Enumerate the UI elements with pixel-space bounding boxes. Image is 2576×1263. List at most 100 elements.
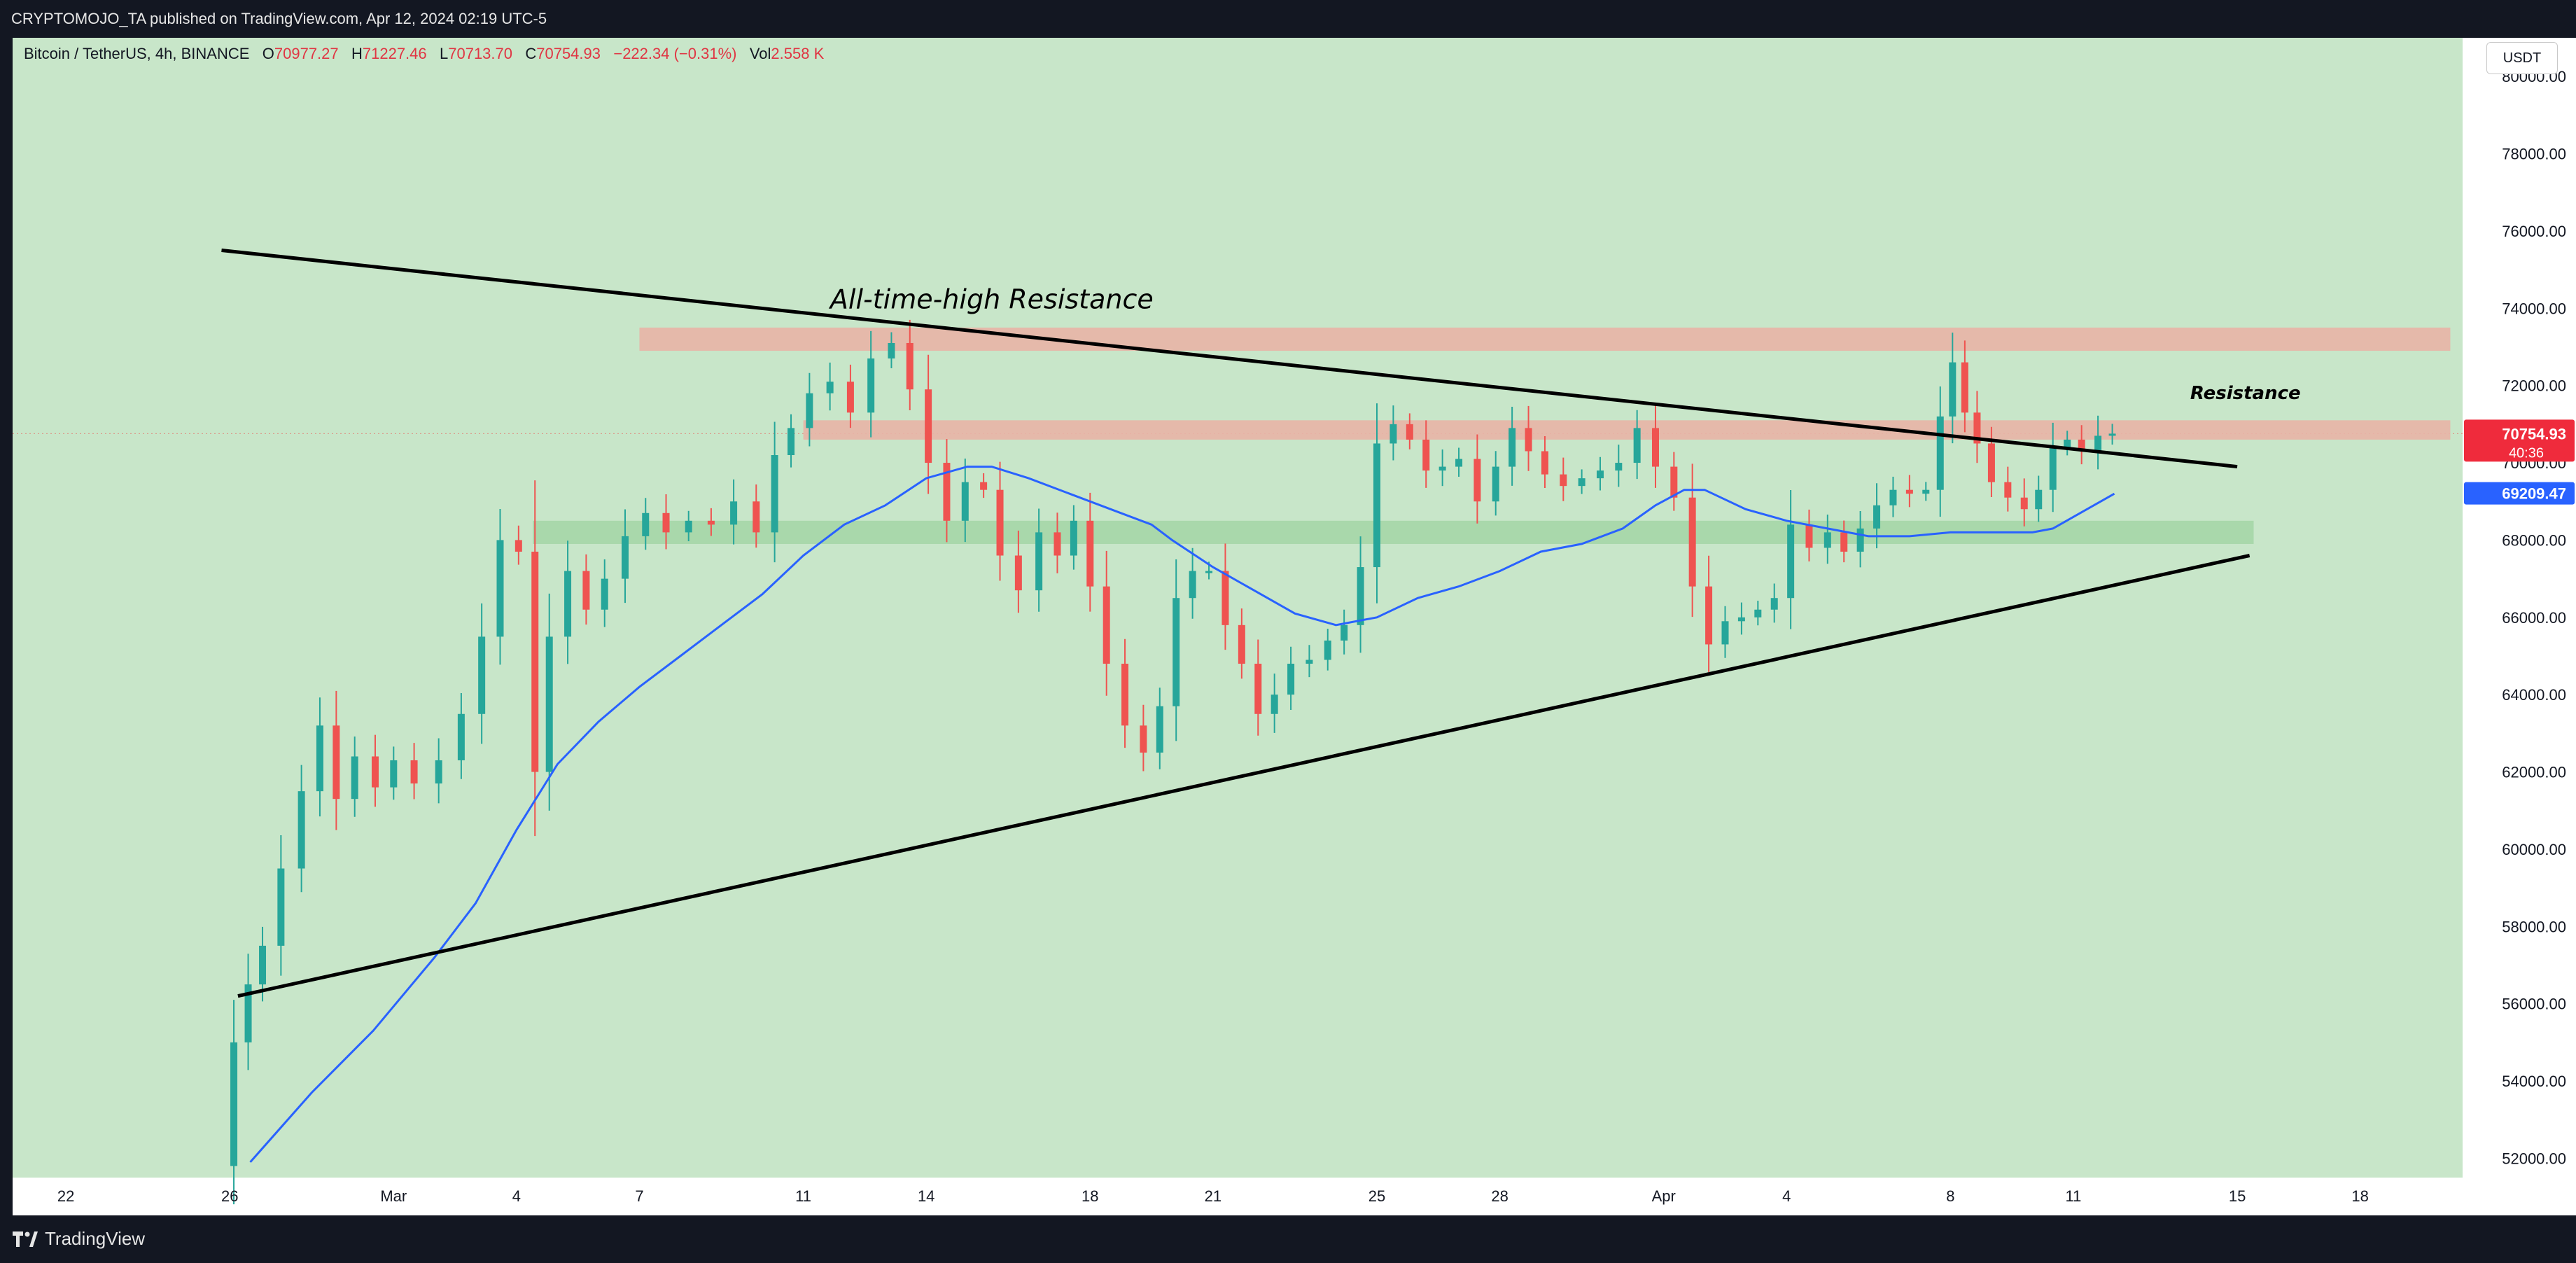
candle-body — [642, 512, 650, 536]
open-value: 70977.27 — [274, 45, 339, 62]
candle-body — [2020, 497, 2028, 510]
chart-frame[interactable]: All-time-high Resistance Resistance 80000.… — [13, 38, 2576, 1215]
candle — [1873, 483, 1881, 549]
candle — [1973, 391, 1981, 463]
candle — [390, 746, 398, 800]
candle-body — [1014, 555, 1022, 591]
candle-body — [1770, 598, 1778, 610]
candle-body — [1987, 443, 1995, 482]
candle-body — [867, 358, 875, 413]
time-tick-label: 22 — [57, 1187, 74, 1205]
publish-info: CRYPTOMOJO_TA published on TradingView.c… — [11, 10, 547, 27]
candle-body — [230, 1042, 238, 1166]
candle-body — [806, 393, 813, 428]
descending-resistance-line — [221, 249, 2238, 469]
candle-body — [1787, 524, 1795, 599]
candle — [1014, 530, 1022, 613]
time-tick-label: 21 — [1205, 1187, 1222, 1205]
candle — [2078, 425, 2085, 465]
tradingview-logo[interactable]: TradingView — [13, 1228, 145, 1250]
candle-body — [1205, 571, 1213, 573]
candle — [1525, 405, 1532, 471]
candle — [925, 354, 932, 494]
candle — [1856, 511, 1864, 568]
candle — [1373, 403, 1380, 603]
candle — [1560, 457, 1567, 501]
price-chart[interactable]: All-time-high ResistanceResistance80000.… — [13, 38, 2576, 1215]
price-tick-label: 76000.00 — [2502, 223, 2566, 240]
candle — [1905, 475, 1913, 508]
candle — [1422, 420, 1430, 488]
time-tick-label: 4 — [1782, 1187, 1791, 1205]
candle — [316, 697, 323, 817]
candle — [943, 439, 951, 543]
symbol-info[interactable]: Bitcoin / TetherUS, 4h, BINANCE — [24, 45, 250, 62]
candle — [1254, 639, 1262, 736]
candle-body — [1805, 524, 1813, 548]
candle-body — [277, 868, 285, 946]
low-label: L — [439, 45, 449, 62]
candle — [980, 473, 988, 498]
candle — [2108, 424, 2116, 445]
candle — [1615, 445, 1623, 487]
high-label: H — [351, 45, 363, 62]
price-axis — [2463, 38, 2576, 1215]
candle-body — [601, 578, 608, 610]
close-value: 70754.93 — [536, 45, 601, 62]
candle — [2049, 422, 2057, 512]
candle — [1889, 476, 1897, 517]
candle — [1287, 646, 1295, 711]
time-tick-label: 7 — [635, 1187, 643, 1205]
time-tick-label: Mar — [380, 1187, 407, 1205]
candle — [514, 525, 522, 565]
price-tick-label: 64000.00 — [2502, 686, 2566, 704]
candle — [1670, 452, 1678, 511]
candle — [888, 332, 895, 368]
candle-body — [730, 501, 738, 525]
candle — [351, 737, 358, 817]
currency-button[interactable]: USDT — [2486, 42, 2558, 74]
candle-body — [1474, 459, 1481, 502]
candle — [622, 509, 629, 603]
candle-body — [1189, 571, 1196, 599]
candle-body — [298, 791, 305, 869]
candle — [435, 738, 442, 804]
candle-body — [1578, 478, 1586, 487]
candle-body — [582, 571, 590, 610]
candle-body — [1086, 520, 1094, 587]
candle-body — [531, 551, 539, 772]
close-label: C — [525, 45, 537, 62]
candle — [1035, 508, 1043, 612]
candle — [1949, 333, 1956, 444]
candle — [1754, 601, 1762, 626]
candle — [478, 603, 486, 744]
price-tick-label: 68000.00 — [2502, 531, 2566, 549]
candle-body — [771, 455, 778, 533]
candle-body — [1961, 362, 1968, 413]
time-tick-label: 15 — [2229, 1187, 2246, 1205]
candle — [1805, 509, 1813, 561]
candle-body — [1936, 416, 1944, 490]
candle — [1140, 704, 1147, 772]
price-tick-label: 62000.00 — [2502, 764, 2566, 781]
candle-body — [1340, 624, 1348, 641]
candle-body — [1754, 609, 1762, 617]
candle-body — [1373, 443, 1380, 568]
candle-body — [1615, 463, 1623, 471]
brand-name: TradingView — [45, 1228, 146, 1249]
candle — [1474, 434, 1481, 524]
candle-body — [478, 636, 486, 714]
candle-body — [961, 482, 969, 521]
price-tick-label: 78000.00 — [2502, 146, 2566, 163]
candle — [1086, 492, 1094, 612]
candle-body — [1070, 520, 1077, 556]
candle — [846, 364, 854, 428]
candle-body — [1651, 428, 1659, 467]
time-axis — [13, 1178, 2576, 1215]
candle-body — [788, 428, 795, 456]
candle-body — [925, 389, 932, 463]
candle — [1541, 435, 1548, 488]
candle — [1156, 688, 1163, 769]
candle-body — [390, 760, 398, 788]
candle — [601, 559, 608, 627]
